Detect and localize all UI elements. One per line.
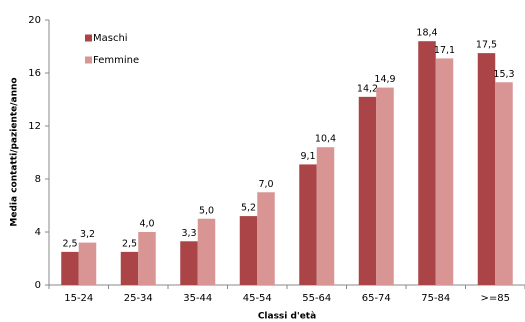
legend-swatch: [85, 56, 92, 64]
bar: [495, 82, 513, 286]
value-label: 18,4: [416, 28, 437, 39]
y-tick-label: 4: [35, 227, 41, 238]
value-label: 4,0: [139, 219, 154, 230]
x-tick-label: 35-44: [183, 293, 212, 304]
value-label: 15,3: [493, 69, 514, 80]
x-tick-label: 65-74: [362, 293, 391, 304]
value-label: 5,2: [241, 203, 256, 214]
x-tick-label: 25-34: [124, 293, 153, 304]
x-tick-label: 55-64: [302, 293, 331, 304]
x-tick-label: >=85: [481, 293, 510, 304]
value-label: 17,5: [476, 40, 497, 51]
bar: [120, 251, 139, 285]
value-label: 14,2: [357, 83, 378, 94]
x-tick-label: 75-84: [421, 293, 450, 304]
bar: [180, 241, 198, 285]
bar: [61, 251, 79, 285]
bar: [239, 216, 258, 285]
value-label: 7,0: [258, 179, 273, 190]
bar: [138, 232, 156, 285]
bar: [257, 192, 275, 285]
value-label: 2,5: [62, 238, 77, 249]
y-axis-title: Media contatti/paziente/anno: [10, 77, 20, 226]
bar: [358, 96, 377, 285]
value-label: 9,1: [300, 151, 315, 162]
bar: [477, 53, 496, 285]
y-tick-label: 20: [28, 15, 41, 26]
x-axis-title: Classi d'età: [258, 312, 316, 322]
value-label: 3,2: [80, 229, 95, 240]
bar: [197, 218, 216, 285]
value-label: 5,0: [199, 205, 214, 216]
value-label: 14,9: [374, 74, 395, 85]
x-tick-label: 15-24: [64, 293, 93, 304]
legend-label: Maschi: [93, 33, 128, 44]
legend-label: Femmine: [93, 55, 139, 66]
bar: [435, 58, 454, 285]
y-tick-label: 0: [35, 280, 41, 291]
y-tick-label: 8: [35, 174, 41, 185]
bar: [299, 164, 317, 285]
x-tick-label: 45-54: [243, 293, 272, 304]
value-label: 2,5: [122, 238, 137, 249]
value-label: 3,3: [181, 228, 196, 239]
bar: [418, 41, 436, 286]
bar: [376, 87, 394, 285]
legend-swatch: [85, 34, 92, 42]
y-tick-label: 16: [28, 68, 41, 79]
bar: [78, 242, 97, 285]
bar: [316, 147, 335, 285]
value-label: 17,1: [434, 45, 455, 56]
value-label: 10,4: [315, 134, 336, 145]
y-tick-label: 12: [28, 121, 41, 132]
